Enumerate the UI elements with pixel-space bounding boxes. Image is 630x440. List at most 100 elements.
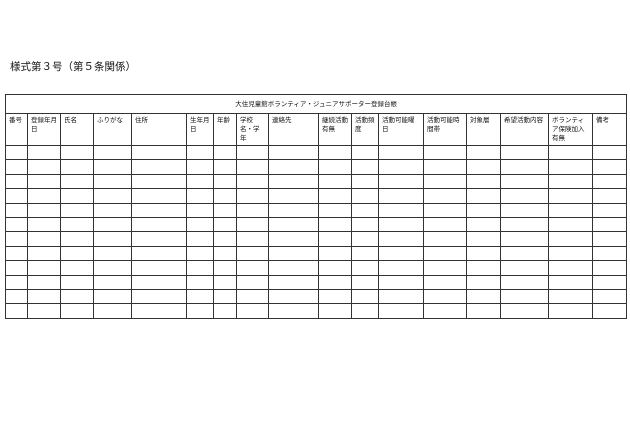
table-cell [500, 245, 549, 262]
table-cell [213, 303, 237, 319]
table-cell [236, 288, 269, 305]
table-cell [213, 274, 237, 290]
table-cell [5, 159, 28, 175]
table-cell [591, 274, 628, 290]
table-cell [591, 159, 628, 175]
table-cell [318, 245, 352, 262]
table-cell [268, 274, 319, 290]
table-cell [466, 288, 501, 305]
table-cell [500, 231, 549, 247]
table-cell [268, 202, 319, 218]
column-header: 年齢 [213, 113, 237, 146]
table-cell [60, 144, 94, 161]
table-cell [5, 274, 28, 290]
table-cell [213, 159, 237, 175]
table-row [5, 303, 628, 319]
table-cell [318, 260, 352, 276]
table-cell [318, 188, 352, 204]
table-cell [93, 288, 132, 305]
table-cell [186, 159, 214, 175]
table-cell [236, 260, 269, 276]
column-header: ふりがな [93, 113, 132, 146]
table-cell [236, 274, 269, 290]
table-cell [318, 216, 352, 233]
table-cell [591, 216, 628, 233]
table-cell [27, 303, 61, 319]
column-header: 住所 [131, 113, 187, 146]
table-cell [378, 245, 424, 262]
table-cell [27, 159, 61, 175]
table-cell [60, 303, 94, 319]
table-cell [268, 288, 319, 305]
table-cell [500, 173, 549, 190]
table-cell [548, 288, 593, 305]
table-cell [5, 303, 28, 319]
table-row [5, 260, 628, 276]
column-header: 番号 [5, 113, 28, 146]
table-cell [236, 231, 269, 247]
table-cell [186, 173, 214, 190]
table-cell [466, 202, 501, 218]
table-cell [351, 159, 379, 175]
table-cell [378, 231, 424, 247]
table-cell [27, 216, 61, 233]
table-cell [186, 303, 214, 319]
table-cell [213, 288, 237, 305]
table-cell [60, 274, 94, 290]
table-cell [268, 231, 319, 247]
table-cell [213, 202, 237, 218]
table-cell [27, 202, 61, 218]
table-cell [378, 173, 424, 190]
table-cell [5, 188, 28, 204]
table-cell [268, 245, 319, 262]
table-cell [131, 173, 187, 190]
table-cell [186, 260, 214, 276]
table-cell [60, 188, 94, 204]
table-cell [5, 173, 28, 190]
column-header: 活動頻度 [351, 113, 379, 146]
table-cell [131, 188, 187, 204]
table-cell [5, 231, 28, 247]
table-cell [466, 173, 501, 190]
table-cell [466, 188, 501, 204]
table-cell [93, 188, 132, 204]
table-row [5, 245, 628, 262]
table-cell [131, 144, 187, 161]
table-cell [548, 216, 593, 233]
table-cell [213, 173, 237, 190]
table-cell [186, 231, 214, 247]
table-cell [318, 159, 352, 175]
table-cell [213, 245, 237, 262]
column-header: 活動可能時間帯 [423, 113, 467, 146]
table-cell [236, 245, 269, 262]
table-cell [423, 202, 467, 218]
column-header: 活動可能曜日 [378, 113, 424, 146]
table-cell [591, 231, 628, 247]
table-cell [93, 144, 132, 161]
table-cell [186, 202, 214, 218]
table-cell [268, 173, 319, 190]
table-cell [131, 216, 187, 233]
table-cell [186, 144, 214, 161]
table-cell [423, 159, 467, 175]
table-cell [93, 260, 132, 276]
table-cell [466, 245, 501, 262]
table-cell [5, 245, 28, 262]
table-cell [351, 216, 379, 233]
table-cell [548, 231, 593, 247]
table-cell [93, 274, 132, 290]
table-row [5, 188, 628, 204]
table-cell [27, 245, 61, 262]
table-cell [351, 202, 379, 218]
table-cell [131, 288, 187, 305]
column-header: 連絡先 [268, 113, 319, 146]
table-cell [548, 188, 593, 204]
table-cell [318, 274, 352, 290]
table-cell [27, 144, 61, 161]
table-cell [378, 288, 424, 305]
table-cell [131, 231, 187, 247]
table-cell [351, 260, 379, 276]
table-cell [268, 260, 319, 276]
table-cell [423, 260, 467, 276]
table-cell [548, 274, 593, 290]
